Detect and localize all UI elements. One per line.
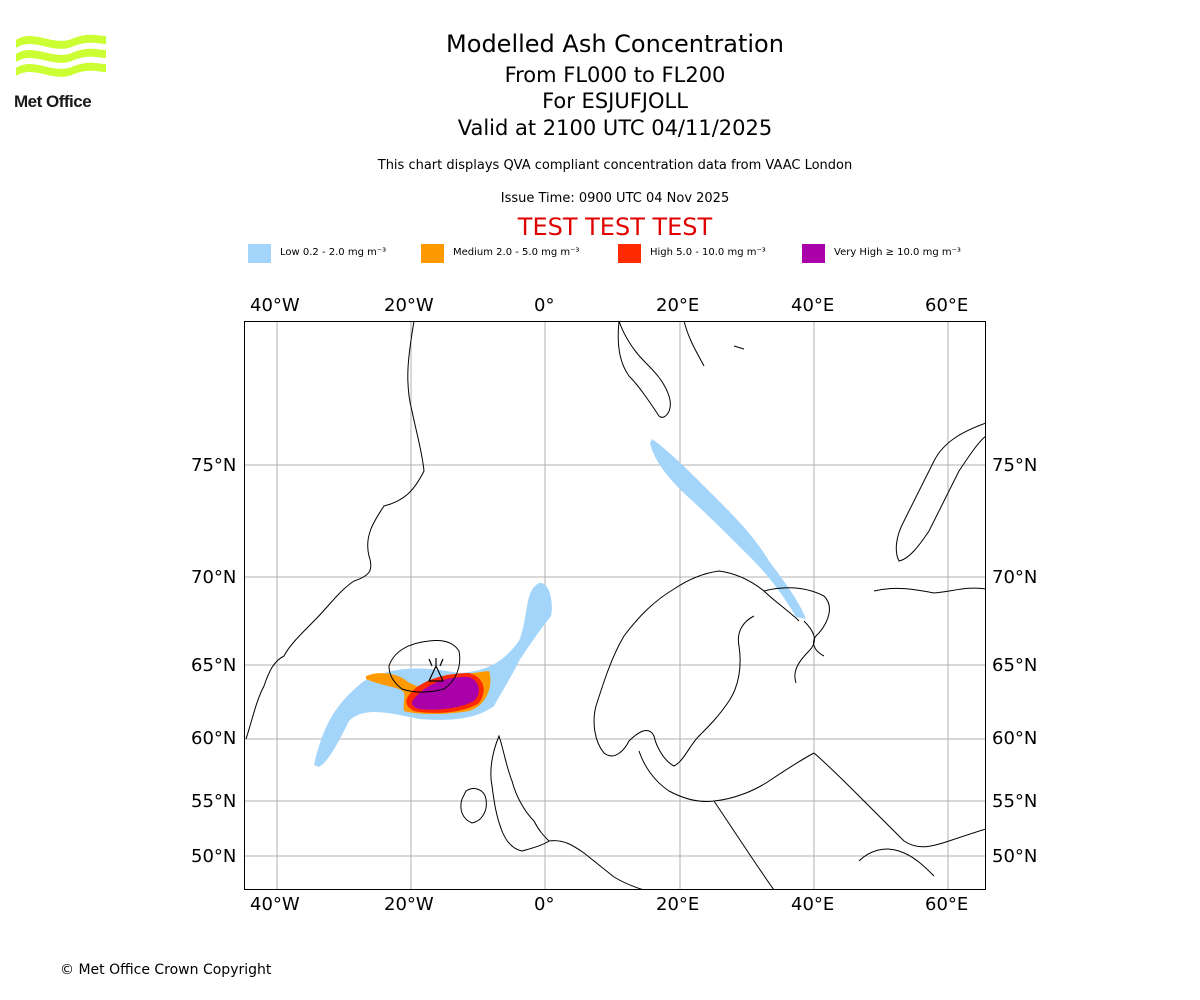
lat-label-right: 65°N: [992, 655, 1038, 676]
lon-label-top: 20°W: [384, 295, 434, 316]
lat-label-left: 65°N: [191, 655, 237, 676]
lon-label-top: 40°E: [791, 295, 835, 316]
ash-low: [314, 439, 806, 767]
lon-label-bottom: 60°E: [925, 894, 969, 915]
test-banner: TEST TEST TEST: [517, 213, 713, 241]
legend-label-medium: Medium 2.0 - 5.0 mg m⁻³: [453, 247, 580, 258]
lon-label-top: 40°W: [250, 295, 300, 316]
lat-label-left: 70°N: [191, 567, 237, 588]
compliance-note: This chart displays QVA compliant concen…: [377, 158, 853, 173]
lon-label-bottom: 40°E: [791, 894, 835, 915]
volcano-icon: [428, 658, 444, 682]
lat-label-right: 70°N: [992, 567, 1038, 588]
lon-label-top: 0°: [534, 295, 555, 316]
ash-very-high: [411, 676, 479, 710]
flight-levels: From FL000 to FL200: [504, 63, 726, 87]
coastlines: [245, 321, 986, 890]
graticule: [244, 321, 986, 890]
lon-label-bottom: 20°W: [384, 894, 434, 915]
logo-text: Met Office: [14, 92, 92, 111]
lat-label-right: 75°N: [992, 455, 1038, 476]
lon-label-top: 60°E: [925, 295, 969, 316]
legend-label-low: Low 0.2 - 2.0 mg m⁻³: [280, 247, 387, 258]
met-office-logo-icon: [16, 34, 106, 77]
issue-time: Issue Time: 0900 UTC 04 Nov 2025: [500, 191, 730, 206]
valid-time: Valid at 2100 UTC 04/11/2025: [457, 116, 773, 140]
lon-label-bottom: 40°W: [250, 894, 300, 915]
copyright: © Met Office Crown Copyright: [60, 962, 272, 978]
legend-swatch-medium: [421, 244, 444, 263]
lat-label-right: 55°N: [992, 791, 1038, 812]
legend-label-very-high: Very High ≥ 10.0 mg m⁻³: [834, 247, 961, 258]
lat-label-left: 75°N: [191, 455, 237, 476]
legend-swatch-very-high: [802, 244, 825, 263]
lat-label-left: 55°N: [191, 791, 237, 812]
chart-title: Modelled Ash Concentration: [446, 30, 784, 58]
legend-swatch-high: [618, 244, 641, 263]
lon-label-top: 20°E: [656, 295, 700, 316]
lat-label-left: 50°N: [191, 846, 237, 867]
legend-label-high: High 5.0 - 10.0 mg m⁻³: [650, 247, 766, 258]
legend-swatch-low: [248, 244, 271, 263]
lat-label-left: 60°N: [191, 728, 237, 749]
map-frame: [244, 321, 986, 890]
lat-label-right: 60°N: [992, 728, 1038, 749]
lon-label-bottom: 20°E: [656, 894, 700, 915]
lat-label-right: 50°N: [992, 846, 1038, 867]
map[interactable]: [244, 321, 986, 890]
volcano-name: For ESJUFJOLL: [542, 89, 688, 113]
lon-label-bottom: 0°: [534, 894, 555, 915]
